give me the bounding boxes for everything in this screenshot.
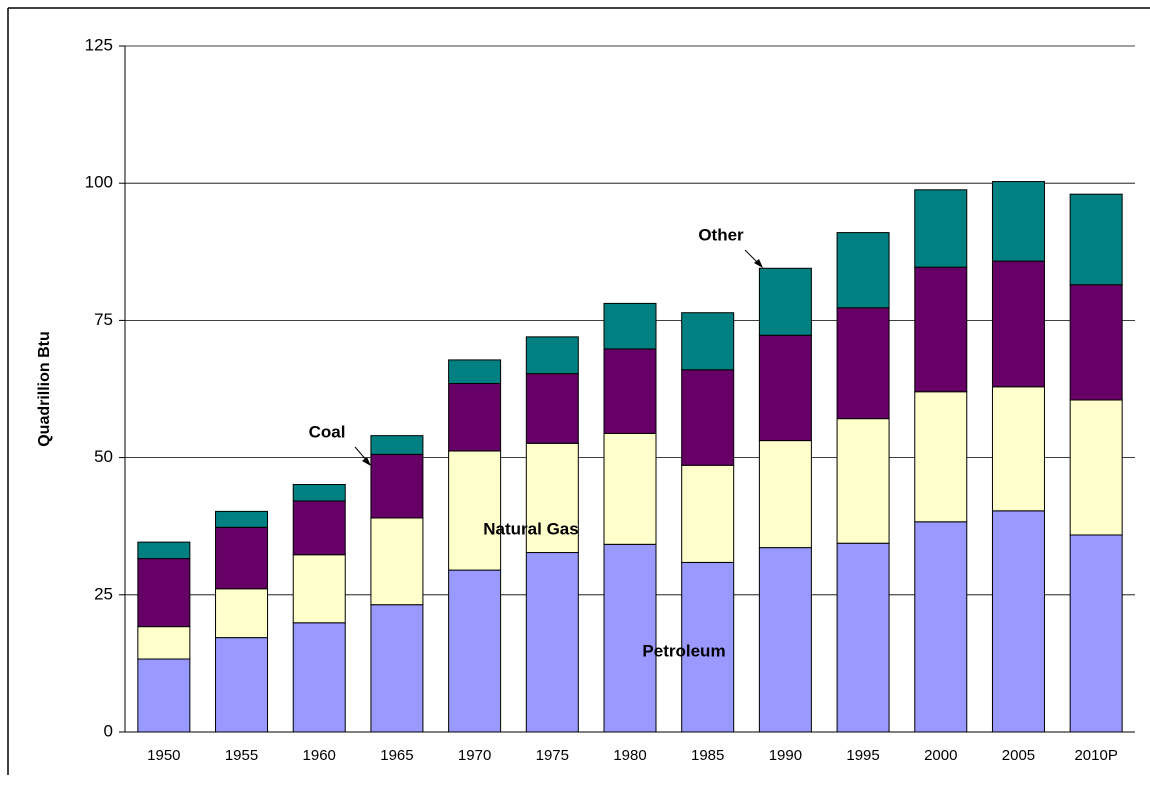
- bar-segment: [603, 302, 657, 350]
- bar-segment: [292, 483, 346, 502]
- bar-segment: [914, 189, 968, 268]
- x-tick-label: 1995: [846, 747, 879, 764]
- x-tick-label: 2000: [924, 747, 957, 764]
- bar-segment: [370, 435, 424, 455]
- arrow-head: [754, 259, 763, 268]
- bar-segment: [370, 604, 424, 733]
- bar-segment: [836, 542, 890, 733]
- series-label: Other: [698, 225, 744, 244]
- bar-segment: [370, 517, 424, 606]
- bar-segment: [525, 336, 579, 375]
- x-tick-label: 1955: [225, 747, 258, 764]
- series-label: Petroleum: [642, 641, 725, 660]
- bar-segment: [603, 348, 657, 434]
- bar-segment: [448, 359, 502, 385]
- arrow-head: [362, 457, 371, 466]
- x-tick-label: 2005: [1002, 747, 1035, 764]
- bar-segment: [758, 334, 812, 442]
- x-tick-label: 1975: [536, 747, 569, 764]
- x-tick-label: 1960: [303, 747, 336, 764]
- bar-segment: [448, 569, 502, 733]
- bar-segment: [836, 232, 890, 309]
- bar-segment: [137, 658, 191, 733]
- bar-segment: [603, 543, 657, 733]
- x-tick-label: 1980: [613, 747, 646, 764]
- bar-segment: [215, 588, 269, 639]
- y-tick-label: 25: [94, 584, 113, 603]
- bar-segment: [215, 510, 269, 528]
- x-tick-label: 1990: [769, 747, 802, 764]
- bar-segment: [137, 558, 191, 628]
- bar-segment: [681, 561, 735, 733]
- bar-segment: [603, 432, 657, 545]
- bar-segment: [681, 312, 735, 371]
- x-tick-label: 2010P: [1074, 747, 1117, 764]
- bar-segment: [836, 418, 890, 544]
- bar-segment: [137, 626, 191, 660]
- bar-segment: [991, 181, 1045, 262]
- series-label: Coal: [309, 422, 346, 441]
- bar-segment: [448, 450, 502, 571]
- bar-segment: [914, 391, 968, 523]
- bar-segment: [215, 526, 269, 590]
- bar-segment: [991, 510, 1045, 733]
- bar-segment: [914, 266, 968, 393]
- bar-segment: [525, 552, 579, 733]
- bar-segment: [681, 464, 735, 563]
- x-tick-label: 1985: [691, 747, 724, 764]
- x-tick-label: 1965: [380, 747, 413, 764]
- bar-segment: [292, 554, 346, 624]
- bar-segment: [991, 386, 1045, 512]
- bar-segment: [758, 547, 812, 733]
- y-tick-label: 75: [94, 310, 113, 329]
- bar-segment: [1069, 284, 1123, 401]
- bar-segment: [292, 622, 346, 733]
- bar-segment: [1069, 193, 1123, 286]
- bar-segment: [525, 373, 579, 444]
- bar-segment: [1069, 399, 1123, 536]
- bar-segment: [370, 453, 424, 519]
- series-label: Natural Gas: [483, 519, 578, 538]
- bar-segment: [1069, 534, 1123, 733]
- bar-segment: [292, 500, 346, 556]
- bar-segment: [991, 260, 1045, 388]
- y-tick-label: 50: [94, 447, 113, 466]
- bar-segment: [836, 307, 890, 420]
- y-tick-label: 100: [85, 173, 113, 192]
- bar-segment: [215, 637, 269, 733]
- bar-segment: [681, 369, 735, 466]
- bar-segment: [448, 383, 502, 452]
- bar-segment: [758, 440, 812, 549]
- x-tick-label: 1950: [147, 747, 180, 764]
- y-tick-label: 0: [104, 721, 113, 740]
- bar-segment: [758, 267, 812, 336]
- bar-segment: [914, 521, 968, 733]
- bar-segment: [137, 541, 191, 560]
- x-tick-label: 1970: [458, 747, 491, 764]
- y-tick-label: 125: [85, 35, 113, 54]
- y-axis-title: Quadrillion Btu: [36, 331, 53, 447]
- bar-segment: [525, 442, 579, 554]
